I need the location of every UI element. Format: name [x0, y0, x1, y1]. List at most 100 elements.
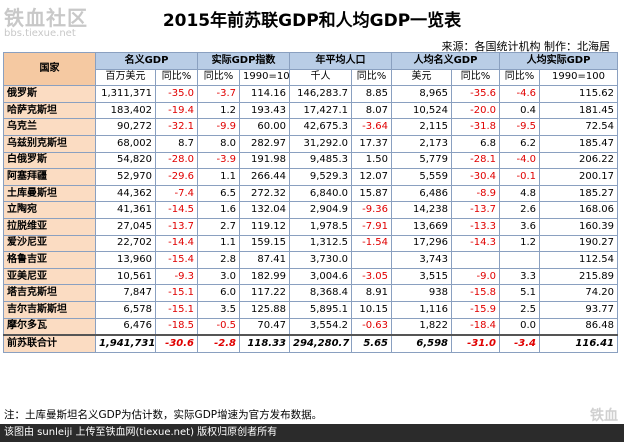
value-cell	[499, 251, 540, 269]
value-cell: 1.1	[197, 168, 240, 186]
value-cell: -9.3	[155, 267, 198, 286]
value-cell: 132.04	[239, 201, 290, 219]
value-cell: -8.9	[451, 184, 500, 203]
value-cell: 60.00	[239, 118, 290, 136]
value-cell: 119.12	[239, 217, 290, 236]
value-cell: 3.5	[197, 300, 240, 319]
value-cell: 200.17	[539, 168, 618, 186]
value-cell: 1,116	[391, 300, 452, 319]
total-row: 前苏联合计 1,941,731 -30.6 -2.8 118.33 294,280.7 5.…	[3, 334, 618, 353]
value-cell: 9,485.3	[289, 151, 352, 170]
value-cell: 3,515	[391, 267, 452, 286]
table-row: 吉尔吉斯斯坦 6,578 -15.1 3.5 125.88 5,895.1 10.15 1,1…	[3, 300, 618, 319]
table-row: 摩尔多瓦 6,476 -18.5 -0.5 70.47 3,554.2 -0.63 1,822…	[3, 317, 618, 336]
value-cell: 185.47	[539, 134, 618, 153]
value-cell: 282.97	[239, 134, 290, 153]
header-unit: 同比%	[197, 68, 240, 87]
value-cell: -3.64	[351, 118, 392, 136]
value-cell: 272.32	[239, 184, 290, 203]
value-cell: -15.1	[155, 284, 198, 302]
value-cell: 5,559	[391, 168, 452, 186]
value-cell: -15.8	[451, 284, 500, 302]
value-cell: 2,904.9	[289, 201, 352, 219]
value-cell: 183,402	[95, 101, 156, 120]
value-cell: -0.5	[197, 317, 240, 336]
value-cell: 1.2	[197, 101, 240, 120]
value-cell: 86.48	[539, 317, 618, 336]
value-cell: -31.0	[451, 334, 500, 353]
country-cell: 白俄罗斯	[3, 151, 96, 170]
value-cell: 146,283.7	[289, 85, 352, 103]
value-cell: 193.43	[239, 101, 290, 120]
value-cell: 3,743	[391, 251, 452, 269]
value-cell: 206.22	[539, 151, 618, 170]
header-nominal-gdp: 名义GDP	[95, 52, 198, 70]
value-cell: -31.8	[451, 118, 500, 136]
value-cell: 8.07	[351, 101, 392, 120]
table-body: 俄罗斯 1,311,371 -35.0 -3.7 114.16 146,283.7 8.85…	[3, 85, 618, 353]
country-cell: 吉尔吉斯斯坦	[3, 300, 96, 319]
value-cell: 116.41	[539, 334, 618, 353]
value-cell: 3.3	[499, 267, 540, 286]
value-cell: -29.6	[155, 168, 198, 186]
value-cell: 10.15	[351, 300, 392, 319]
value-cell: 1,822	[391, 317, 452, 336]
value-cell: 70.47	[239, 317, 290, 336]
value-cell: -7.91	[351, 217, 392, 236]
country-cell: 摩尔多瓦	[3, 317, 96, 336]
country-cell: 立陶宛	[3, 201, 96, 219]
value-cell: 2.6	[499, 201, 540, 219]
value-cell: 3,004.6	[289, 267, 352, 286]
value-cell: 9,529.3	[289, 168, 352, 186]
value-cell: 5,895.1	[289, 300, 352, 319]
value-cell: -30.6	[155, 334, 198, 353]
value-cell: 0.0	[499, 317, 540, 336]
value-cell: -3.9	[197, 151, 240, 170]
value-cell: -3.05	[351, 267, 392, 286]
table-row: 土库曼斯坦 44,362 -7.4 6.5 272.32 6,840.0 15.87 6,48…	[3, 184, 618, 203]
value-cell: 6,486	[391, 184, 452, 203]
value-cell: 294,280.7	[289, 334, 352, 353]
value-cell: 8,368.4	[289, 284, 352, 302]
value-cell: -4.0	[499, 151, 540, 170]
country-cell: 阿塞拜疆	[3, 168, 96, 186]
country-cell: 俄罗斯	[3, 85, 96, 103]
value-cell: -18.4	[451, 317, 500, 336]
value-cell: 2,173	[391, 134, 452, 153]
value-cell: 6,598	[391, 334, 452, 353]
value-cell: -0.1	[499, 168, 540, 186]
watermark-main: 铁血社区	[4, 6, 88, 30]
value-cell: 13,669	[391, 217, 452, 236]
gdp-table: 国家 名义GDP 实际GDP指数 年平均人口 人均名义GDP 人均实际GDP 百…	[3, 51, 618, 353]
table-row: 乌克兰 90,272 -32.1 -9.9 60.00 42,675.3 -3.64 2,11…	[3, 118, 618, 136]
value-cell: 115.62	[539, 85, 618, 103]
header-country: 国家	[3, 51, 96, 87]
value-cell: 41,361	[95, 201, 156, 219]
value-cell: 10,524	[391, 101, 452, 120]
value-cell: -30.4	[451, 168, 500, 186]
value-cell: 90,272	[95, 118, 156, 136]
table-row: 亚美尼亚 10,561 -9.3 3.0 182.99 3,004.6 -3.05 3,515…	[3, 267, 618, 286]
watermark-sub: bbs.tiexue.net	[4, 28, 76, 39]
country-cell: 亚美尼亚	[3, 267, 96, 286]
table-row: 白俄罗斯 54,820 -28.0 -3.9 191.98 9,485.3 1.50 5,77…	[3, 151, 618, 170]
value-cell: 160.39	[539, 217, 618, 236]
value-cell: -0.63	[351, 317, 392, 336]
table-row: 拉脱维亚 27,045 -13.7 2.7 119.12 1,978.5 -7.91 13,6…	[3, 217, 618, 236]
value-cell: 17,427.1	[289, 101, 352, 120]
value-cell: -9.5	[499, 118, 540, 136]
value-cell: 1.1	[197, 234, 240, 253]
value-cell: 185.27	[539, 184, 618, 203]
value-cell: 6,840.0	[289, 184, 352, 203]
value-cell: 125.88	[239, 300, 290, 319]
value-cell: 15.87	[351, 184, 392, 203]
value-cell: 112.54	[539, 251, 618, 269]
value-cell: -13.7	[155, 217, 198, 236]
value-cell: 6.5	[197, 184, 240, 203]
value-cell: 54,820	[95, 151, 156, 170]
value-cell: -1.54	[351, 234, 392, 253]
table-row: 哈萨克斯坦 183,402 -19.4 1.2 193.43 17,427.1 8.07 10…	[3, 101, 618, 120]
value-cell: -15.4	[155, 251, 198, 269]
value-cell: 5.65	[351, 334, 392, 353]
